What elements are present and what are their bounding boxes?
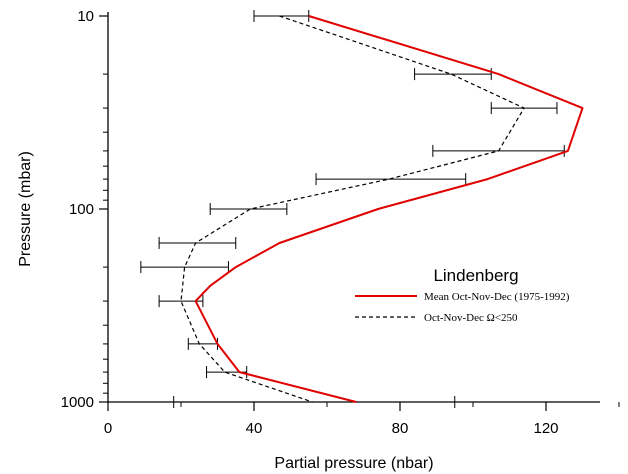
legend-label-mean: Mean Oct-Nov-Dec (1975-1992): [424, 291, 570, 303]
y-tick-label: 10: [77, 8, 94, 25]
series-line-mean: [194, 15, 584, 403]
x-tick-label: 120: [533, 420, 558, 437]
axes: [99, 12, 620, 411]
x-tick-label: 0: [104, 420, 112, 437]
y-tick-label: 1000: [61, 394, 94, 411]
x-axis-label: Partial pressure (nbar): [274, 455, 433, 472]
legend-label-low-ozone: Oct-Nov-Dec Ω<250: [424, 312, 518, 324]
tick-labels: 10 100 1000 0 40 80 120: [61, 8, 559, 437]
y-axis-label: Pressure (mbar): [17, 151, 34, 267]
legend-title: Lindenberg: [433, 266, 518, 285]
legend: Lindenberg Mean Oct-Nov-Dec (1975-1992) …: [355, 266, 570, 324]
y-tick-label: 100: [69, 201, 94, 218]
series-lines: [180, 15, 584, 403]
series-line-low-ozone: [180, 15, 525, 403]
error-bars: [140, 10, 565, 408]
x-tick-label: 40: [246, 420, 263, 437]
x-tick-label: 80: [392, 420, 409, 437]
